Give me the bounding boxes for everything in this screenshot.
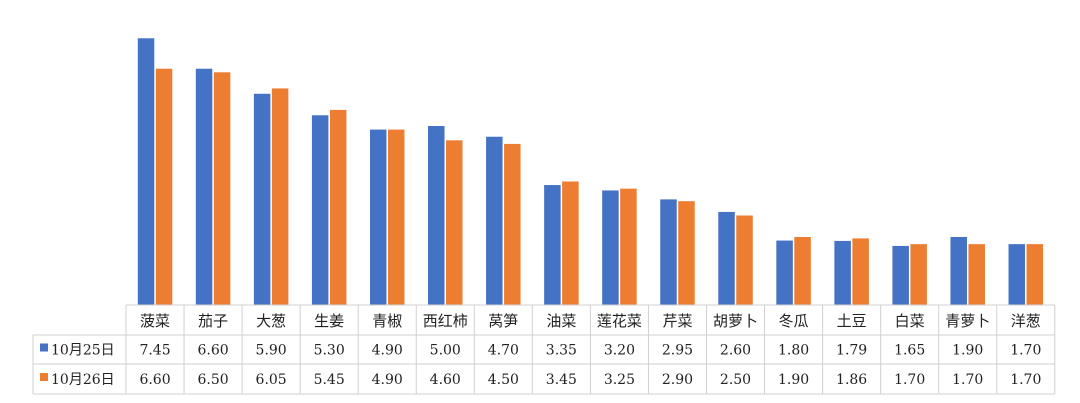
bar-s0-5 — [428, 126, 445, 305]
value-label-s1-8: 3.25 — [604, 372, 635, 388]
value-label-s1-1: 6.50 — [197, 372, 228, 388]
bar-s1-7 — [562, 181, 579, 305]
legend-swatch-1 — [40, 373, 48, 381]
legend-swatch-0 — [40, 343, 48, 352]
value-label-s0-9: 2.95 — [662, 343, 693, 359]
value-label-s1-14: 1.70 — [952, 372, 983, 388]
category-label-8: 莲花菜 — [597, 312, 642, 330]
bar-s0-3 — [311, 115, 329, 305]
value-label-s1-9: 2.90 — [662, 372, 693, 388]
value-label-s0-3: 5.30 — [314, 343, 345, 359]
value-label-s0-4: 4.90 — [372, 343, 403, 359]
bar-s1-5 — [446, 140, 463, 305]
bar-s0-15 — [1008, 244, 1026, 305]
bars-layer — [137, 38, 1044, 305]
category-label-2: 大葱 — [256, 312, 286, 330]
value-label-s1-11: 1.90 — [778, 372, 809, 388]
category-label-0: 菠菜 — [140, 312, 170, 330]
category-label-1: 茄子 — [198, 312, 228, 330]
value-label-s1-7: 3.45 — [546, 372, 577, 388]
value-label-s0-1: 6.60 — [197, 343, 228, 359]
category-label-7: 油菜 — [546, 312, 576, 330]
bar-s1-3 — [329, 109, 347, 305]
bar-s0-2 — [253, 93, 271, 305]
value-label-s0-0: 7.45 — [139, 343, 170, 359]
category-label-12: 土豆 — [837, 312, 867, 330]
bar-s0-11 — [776, 240, 793, 305]
category-label-9: 芹菜 — [662, 312, 692, 330]
category-label-10: 胡萝卜 — [713, 312, 758, 330]
category-label-11: 冬瓜 — [779, 312, 809, 330]
bar-s1-13 — [910, 244, 927, 305]
bar-s0-13 — [892, 245, 909, 305]
bar-s1-0 — [155, 68, 173, 305]
bar-s1-15 — [1026, 244, 1044, 305]
category-label-5: 西红柿 — [423, 312, 468, 330]
bar-s1-6 — [504, 143, 521, 305]
bar-s1-11 — [794, 236, 811, 305]
legend-label-0: 10月25日 — [51, 343, 115, 359]
value-label-s0-6: 4.70 — [488, 343, 519, 359]
value-label-s1-2: 6.05 — [256, 372, 287, 388]
bar-s1-4 — [387, 129, 405, 305]
value-label-s0-15: 1.70 — [1010, 343, 1041, 359]
bar-s0-10 — [718, 211, 735, 305]
bar-s0-14 — [950, 236, 967, 305]
bar-s1-2 — [271, 88, 289, 305]
value-label-s1-5: 4.60 — [430, 372, 461, 388]
category-label-6: 莴笋 — [488, 312, 518, 330]
category-label-14: 青萝卜 — [945, 312, 990, 330]
value-label-s1-10: 2.50 — [720, 372, 751, 388]
value-label-s0-14: 1.90 — [952, 343, 983, 359]
category-label-3: 生姜 — [314, 312, 344, 330]
bar-s0-0 — [137, 38, 155, 305]
value-label-s1-4: 4.90 — [372, 372, 403, 388]
value-label-s0-13: 1.65 — [894, 343, 925, 359]
bar-s1-9 — [678, 201, 695, 305]
value-label-s1-12: 1.86 — [836, 372, 867, 388]
value-label-s0-12: 1.79 — [836, 343, 867, 359]
bar-s0-6 — [486, 136, 503, 305]
bar-s0-7 — [544, 185, 561, 305]
value-label-s1-6: 4.50 — [488, 372, 519, 388]
value-label-s0-7: 3.35 — [546, 343, 577, 359]
bar-s0-8 — [602, 190, 619, 305]
category-label-4: 青椒 — [372, 312, 402, 330]
bar-s0-4 — [369, 129, 387, 305]
value-label-s1-15: 1.70 — [1010, 372, 1041, 388]
value-label-s0-8: 3.20 — [604, 343, 635, 359]
value-label-s1-0: 6.60 — [139, 372, 170, 388]
bar-s1-14 — [968, 244, 985, 305]
value-label-s1-3: 5.45 — [314, 372, 345, 388]
legend-label-1: 10月26日 — [51, 372, 115, 388]
bar-s1-10 — [736, 215, 753, 305]
bar-s1-8 — [620, 188, 637, 305]
data-table: 菠菜 茄子 大葱 生姜 青椒 西红柿 莴笋 油菜 莲花菜 芹菜 胡萝卜 冬瓜 土豆 白菜 青萝卜 洋葱 10月2… — [32, 304, 1056, 395]
bar-s0-9 — [660, 199, 677, 305]
value-label-s0-2: 5.90 — [256, 343, 287, 359]
bar-s1-1 — [213, 72, 231, 305]
category-label-15: 洋葱 — [1011, 312, 1041, 330]
value-label-s0-10: 2.60 — [720, 343, 751, 359]
value-label-s0-5: 5.00 — [430, 343, 461, 359]
category-label-13: 白菜 — [895, 312, 925, 330]
bar-s0-12 — [834, 240, 851, 305]
value-label-s1-13: 1.70 — [894, 372, 925, 388]
value-label-s0-11: 1.80 — [778, 343, 809, 359]
bar-s1-12 — [852, 238, 869, 305]
bar-s0-1 — [195, 68, 213, 305]
